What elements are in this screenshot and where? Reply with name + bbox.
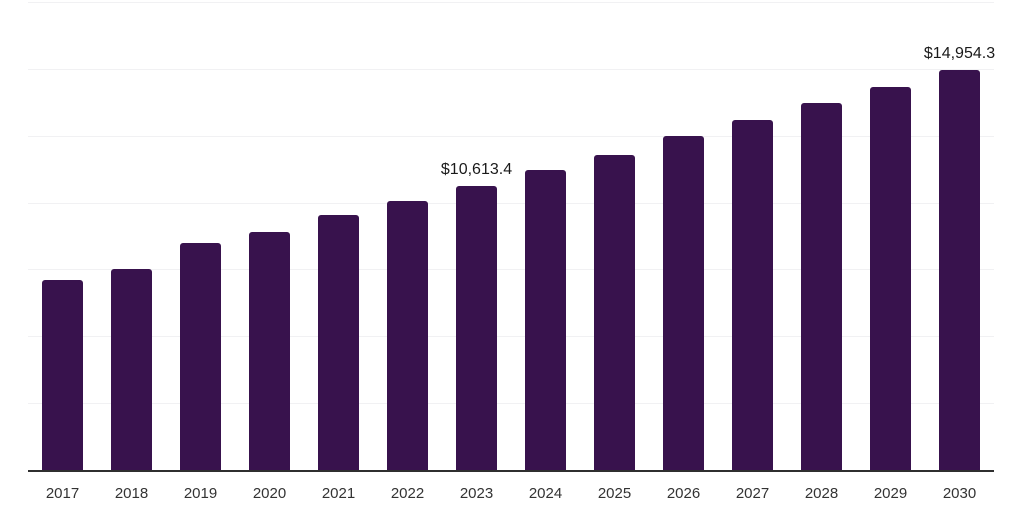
bar-slot-2029 [856,2,925,470]
x-tick-label-2019: 2019 [183,485,218,502]
gridline [28,68,994,70]
bar-value-label-2030: $14,954.3 [923,45,996,63]
gridline [28,336,994,338]
gridline [28,202,994,204]
gridline [28,269,994,271]
bar-2029 [870,87,911,470]
bar-2028 [801,102,842,470]
x-tick-label-2017: 2017 [45,485,80,502]
x-tick-label-2026: 2026 [666,485,701,502]
gridline [28,135,994,137]
x-tick-label-2018: 2018 [114,485,149,502]
bar-slot-2030: $14,954.3 [923,2,996,470]
bar-value-label-2023: $10,613.4 [440,161,513,179]
gridline [28,2,994,3]
x-tick-label-2029: 2029 [873,485,908,502]
bar-slot-2028 [787,2,856,470]
bar-2017 [42,280,83,470]
bar-2018 [111,268,152,470]
bar-2026 [663,136,704,470]
plot-area: $10,613.4 $14,954.3 [28,2,996,472]
x-tick-label-2028: 2028 [804,485,839,502]
x-tick-label-2030: 2030 [942,485,977,502]
x-tick-label-2025: 2025 [597,485,632,502]
x-tick-label-2027: 2027 [735,485,770,502]
bar-slot-2026 [649,2,718,470]
bar-2019 [180,243,221,470]
x-tick-label-2023: 2023 [459,485,494,502]
bar-2025 [594,155,635,470]
bar-slot-2018 [97,2,166,470]
bar-slot-2017 [28,2,97,470]
x-tick-label-2020: 2020 [252,485,287,502]
bar-slot-2025 [580,2,649,470]
bar-slot-2027 [718,2,787,470]
x-tick-label-2024: 2024 [528,485,563,502]
x-axis-tick-labels: 2017 2018 2019 2020 2021 2022 2023 2024 2025 2026… [28,485,994,503]
bar-2021 [318,214,359,470]
bar-2023 [456,186,497,470]
x-tick-label-2021: 2021 [321,485,356,502]
bar-chart: $10,613.4 $14,954.3 2017 2018 2019 2020 2021 2… [28,2,996,503]
bar-slot-2021 [304,2,373,470]
bar-slot-2019 [166,2,235,470]
bar-slot-2022 [373,2,442,470]
x-tick-label-2022: 2022 [390,485,425,502]
bar-slot-2023: $10,613.4 [440,2,513,470]
gridline [28,403,994,405]
bar-2027 [732,119,773,470]
bar-slot-2024 [511,2,580,470]
bar-slot-2020 [235,2,304,470]
bars-row: $10,613.4 $14,954.3 [28,2,996,470]
bar-2022 [387,201,428,470]
bar-2020 [249,232,290,470]
bar-2030 [939,70,980,470]
bar-2024 [525,169,566,470]
